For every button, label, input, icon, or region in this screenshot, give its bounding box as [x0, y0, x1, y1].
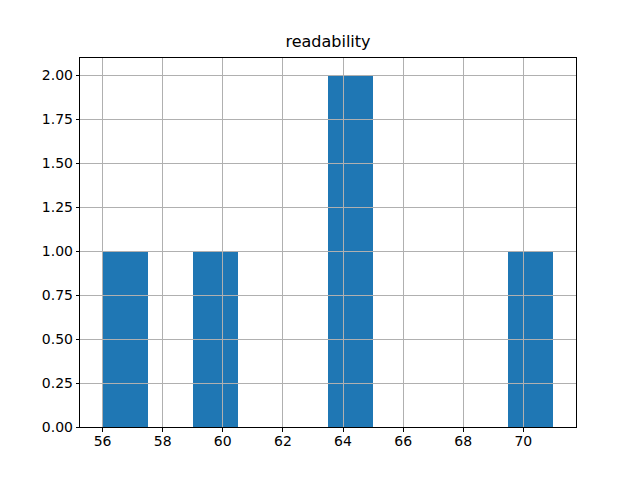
y-tick-label: 1.50	[33, 155, 73, 171]
y-tick-label: 1.25	[33, 199, 73, 215]
y-tick-mark	[76, 119, 80, 120]
gridline-vertical	[102, 58, 103, 428]
x-tick-label: 66	[383, 433, 423, 449]
x-tick-label: 58	[143, 433, 183, 449]
x-tick-label: 70	[503, 433, 543, 449]
gridline-horizontal	[80, 119, 576, 120]
gridline-horizontal	[80, 427, 576, 428]
x-tick-mark	[282, 428, 283, 432]
x-tick-mark	[463, 428, 464, 432]
y-tick-label: 1.00	[33, 243, 73, 259]
x-tick-mark	[403, 428, 404, 432]
y-tick-mark	[76, 383, 80, 384]
x-tick-label: 56	[83, 433, 123, 449]
y-tick-mark	[76, 207, 80, 208]
gridline-horizontal	[80, 295, 576, 296]
gridline-vertical	[523, 58, 524, 428]
x-tick-label: 62	[263, 433, 303, 449]
y-tick-mark	[76, 427, 80, 428]
y-tick-label: 0.50	[33, 331, 73, 347]
x-tick-mark	[343, 428, 344, 432]
figure: readability 56 58 60 62 64 66 68 70 0.00 0.25 0.50…	[0, 0, 640, 480]
x-tick-label: 60	[203, 433, 243, 449]
gridline-vertical	[463, 58, 464, 428]
gridline-vertical	[343, 58, 344, 428]
x-tick-mark	[162, 428, 163, 432]
gridline-vertical	[403, 58, 404, 428]
x-tick-mark	[102, 428, 103, 432]
gridline-vertical	[162, 58, 163, 428]
y-tick-mark	[76, 163, 80, 164]
y-tick-mark	[76, 75, 80, 76]
y-tick-label: 1.75	[33, 111, 73, 127]
chart-title: readability	[80, 32, 576, 51]
gridline-horizontal	[80, 75, 576, 76]
x-tick-mark	[523, 428, 524, 432]
y-tick-label: 0.25	[33, 375, 73, 391]
x-tick-label: 64	[323, 433, 363, 449]
y-tick-mark	[76, 295, 80, 296]
y-tick-label: 0.00	[33, 419, 73, 435]
gridline-horizontal	[80, 339, 576, 340]
gridline-vertical	[282, 58, 283, 428]
x-tick-label: 68	[443, 433, 483, 449]
plot-area	[79, 57, 577, 429]
y-tick-label: 2.00	[33, 67, 73, 83]
y-tick-mark	[76, 251, 80, 252]
y-tick-mark	[76, 339, 80, 340]
gridline-horizontal	[80, 383, 576, 384]
gridline-horizontal	[80, 251, 576, 252]
gridline-vertical	[222, 58, 223, 428]
gridline-horizontal	[80, 207, 576, 208]
gridline-horizontal	[80, 163, 576, 164]
y-tick-label: 0.75	[33, 287, 73, 303]
x-tick-mark	[222, 428, 223, 432]
